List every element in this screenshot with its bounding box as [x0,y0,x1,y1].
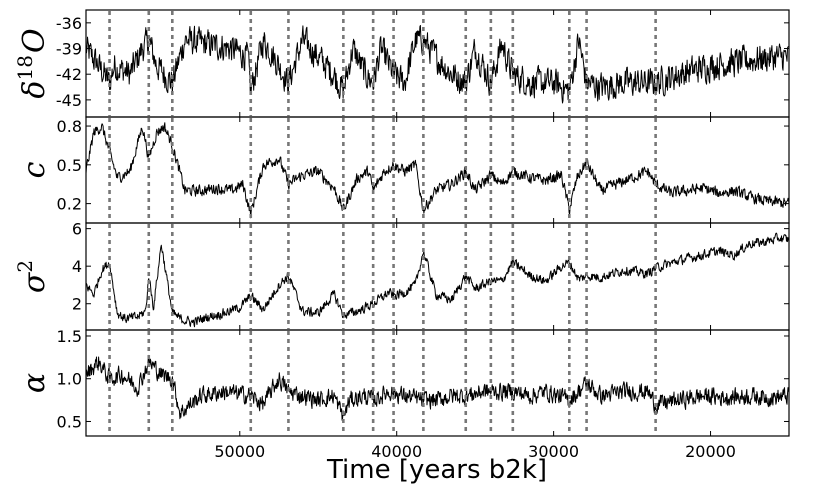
y-axis-label-sigma2: σ2 [13,260,52,293]
panel-frame [85,329,790,437]
y-label-superscript: 18 [13,55,37,80]
panel-c: 0.8 0.5 0.2 c [17,116,790,224]
series-line-alpha [86,354,789,421]
y-tick-label: 0.5 [57,156,82,175]
x-tick-label: 50000 [214,442,265,461]
y-tick-label: 0.2 [57,195,82,214]
panel-frame [85,116,790,224]
y-tick-label: 4 [72,257,82,276]
x-tick-label: 30000 [528,442,579,461]
y-axis-label-alpha: α [17,373,52,393]
panels-layer: -36-39-42-45δ18O0.80.50.2c642σ21.51.00.5… [13,9,790,437]
series-line-d18O [86,25,789,104]
y-tick-label: 1.5 [57,327,82,346]
x-axis-label: Time [years b2k] [326,455,547,485]
series-line-sigma2 [86,232,789,328]
y-label-main: δ [17,81,52,99]
x-tick-label: 40000 [371,442,422,461]
x-tick-label: 20000 [685,442,736,461]
y-label-main: σ [17,271,52,293]
y-label-main: c [17,161,52,178]
panel-frame [85,9,790,118]
y-tick-label: 1.0 [57,370,82,389]
y-tick-label: -39 [56,40,82,59]
y-tick-label: -36 [56,14,82,33]
series-line-c [86,122,789,219]
y-tick-label: 0.8 [57,117,82,136]
y-label-superscript: 2 [13,260,37,273]
y-label-tail: O [17,28,52,53]
y-label-main: α [17,373,52,393]
y-tick-label: 6 [72,220,82,239]
panel-frame [85,222,790,331]
y-tick-label: 0.5 [57,412,82,431]
panel-alpha: 1.5 1.0 0.5 α [17,327,790,437]
y-tick-label: -45 [56,91,82,110]
y-tick-label: -42 [56,65,82,84]
y-axis-label-c: c [17,161,52,178]
y-axis-label-d18O: δ18O [13,28,52,98]
y-tick-label: 2 [72,295,82,314]
x-axis: 50000 40000 30000 20000 [214,442,736,461]
